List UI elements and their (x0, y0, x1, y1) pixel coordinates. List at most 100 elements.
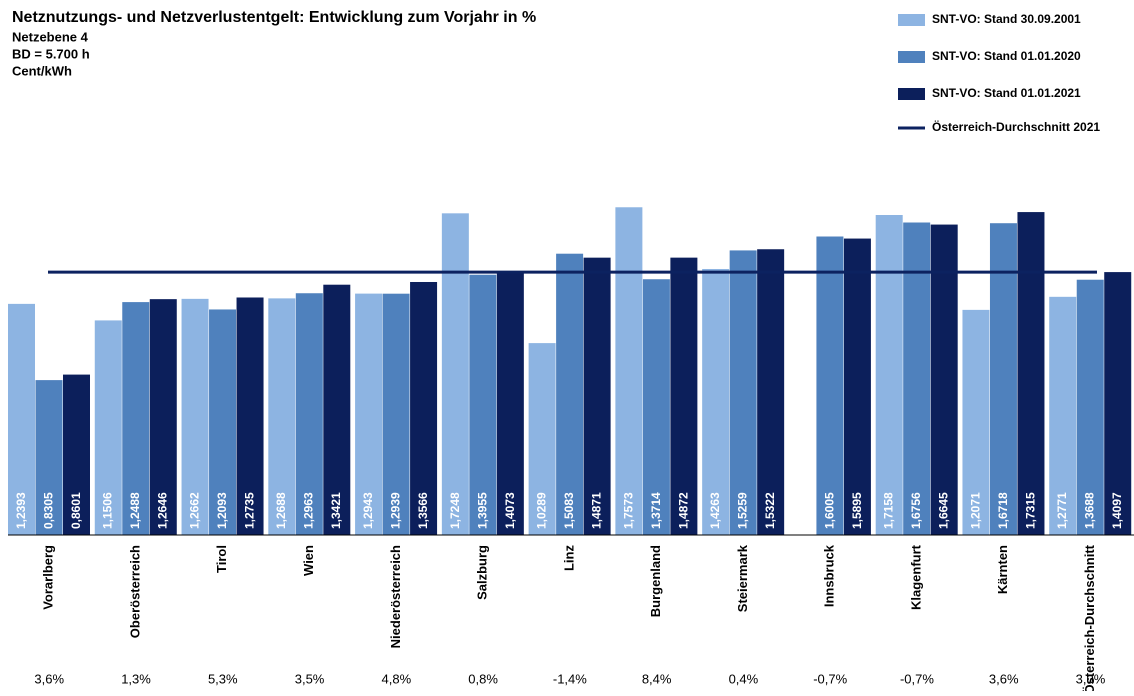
bar (441, 213, 469, 535)
legend-swatch (898, 88, 925, 100)
chart-title: Netznutzungs- und Netzverlustentgelt: En… (12, 9, 536, 26)
change-label: 0,8% (468, 671, 498, 686)
x-tick-label: Kärnten (995, 545, 1010, 594)
change-label: -1,4% (553, 671, 587, 686)
x-tick-label: Oberösterreich (127, 545, 142, 638)
value-label: 1,4263 (708, 492, 722, 529)
x-tick-label: Wien (301, 545, 316, 576)
value-label: 1,5083 (562, 492, 576, 529)
change-label: 1,3% (121, 671, 151, 686)
bar (642, 279, 670, 535)
x-tick-label: Innsbruck (822, 544, 837, 607)
bar (670, 257, 698, 535)
value-label: 1,6718 (996, 492, 1010, 529)
bar (757, 249, 785, 536)
value-label: 1,2688 (274, 492, 288, 529)
legend-swatch (898, 14, 925, 26)
bar (930, 224, 958, 536)
value-label: 1,6005 (822, 492, 836, 529)
bar (94, 320, 122, 535)
change-label: 8,4% (642, 671, 672, 686)
value-label: 1,5322 (763, 492, 777, 529)
bar (323, 284, 351, 535)
value-label: 1,7158 (882, 492, 896, 529)
value-label: 0,8305 (41, 492, 55, 529)
bar (702, 268, 730, 535)
value-label: 1,2963 (302, 492, 316, 529)
value-label: 1,3566 (416, 492, 430, 529)
bar (268, 298, 296, 535)
x-tick-label: Niederösterreich (388, 545, 403, 648)
bar (1076, 279, 1104, 535)
value-label: 1,2662 (187, 492, 201, 529)
value-label: 1,4097 (1110, 492, 1124, 529)
value-label: 1,5259 (736, 492, 750, 529)
value-label: 1,1506 (101, 492, 115, 529)
value-label: 1,2943 (361, 492, 375, 529)
bar (962, 309, 990, 535)
value-label: 1,6645 (937, 492, 951, 529)
x-tick-label: Tirol (214, 545, 229, 573)
bar (1049, 296, 1077, 535)
x-tick-label: Steiermark (735, 544, 750, 612)
change-label: 3,5% (295, 671, 325, 686)
legend-label: SNT-VO: Stand 01.01.2021 (932, 86, 1081, 100)
value-label: 1,3714 (649, 492, 663, 529)
x-tick-label: Linz (561, 545, 576, 571)
change-label: 3,6% (34, 671, 64, 686)
change-label: -0,7% (900, 671, 934, 686)
bar (556, 253, 584, 535)
bar (528, 343, 556, 535)
value-label: 1,5895 (850, 492, 864, 529)
legend-label: SNT-VO: Stand 01.01.2020 (932, 49, 1081, 63)
subtitle: BD = 5.700 h (12, 46, 90, 61)
x-tick-label: Vorarlberg (41, 545, 56, 610)
bar (729, 250, 757, 535)
value-label: 1,2939 (388, 492, 402, 529)
value-label: 1,2735 (242, 492, 256, 529)
value-label: 1,2488 (128, 492, 142, 529)
bar (355, 293, 383, 535)
change-label: 5,3% (208, 671, 238, 686)
value-label: 1,2071 (968, 492, 982, 529)
x-tick-label: Salzburg (475, 545, 490, 600)
value-label: 1,2393 (14, 492, 28, 529)
value-label: 1,7248 (448, 492, 462, 529)
bar (875, 215, 903, 535)
value-label: 1,7573 (621, 492, 635, 529)
bar (615, 207, 643, 535)
bar (410, 281, 438, 535)
bar (903, 222, 931, 535)
bar (236, 297, 264, 535)
value-label: 1,2771 (1055, 492, 1069, 529)
value-label: 1,3955 (475, 492, 489, 529)
value-label: 1,4073 (503, 492, 517, 529)
change-label: 4,8% (382, 671, 412, 686)
bar (35, 380, 63, 535)
change-label: 3,6% (989, 671, 1019, 686)
value-label: 1,0289 (535, 492, 549, 529)
bar (382, 293, 410, 535)
legend-swatch (898, 51, 925, 63)
bar (1104, 272, 1132, 535)
value-label: 1,4871 (590, 492, 604, 529)
value-label: 1,2093 (215, 492, 229, 529)
value-label: 0,8601 (69, 492, 83, 529)
bar (295, 293, 323, 535)
subtitle: Netzebene 4 (12, 29, 89, 44)
change-label: 3,0% (1076, 671, 1106, 686)
bar (8, 303, 35, 535)
bar (209, 309, 237, 535)
bar (583, 257, 611, 535)
bar (816, 236, 844, 535)
bar (63, 374, 90, 535)
bar (496, 272, 524, 535)
x-tick-label: Klagenfurt (908, 544, 923, 610)
change-label: -0,7% (813, 671, 847, 686)
bar (843, 238, 871, 536)
bar (149, 299, 177, 535)
legend-label: SNT-VO: Stand 30.09.2001 (932, 12, 1081, 26)
bar (122, 302, 150, 535)
value-label: 1,2646 (156, 492, 170, 529)
change-label: 0,4% (729, 671, 759, 686)
